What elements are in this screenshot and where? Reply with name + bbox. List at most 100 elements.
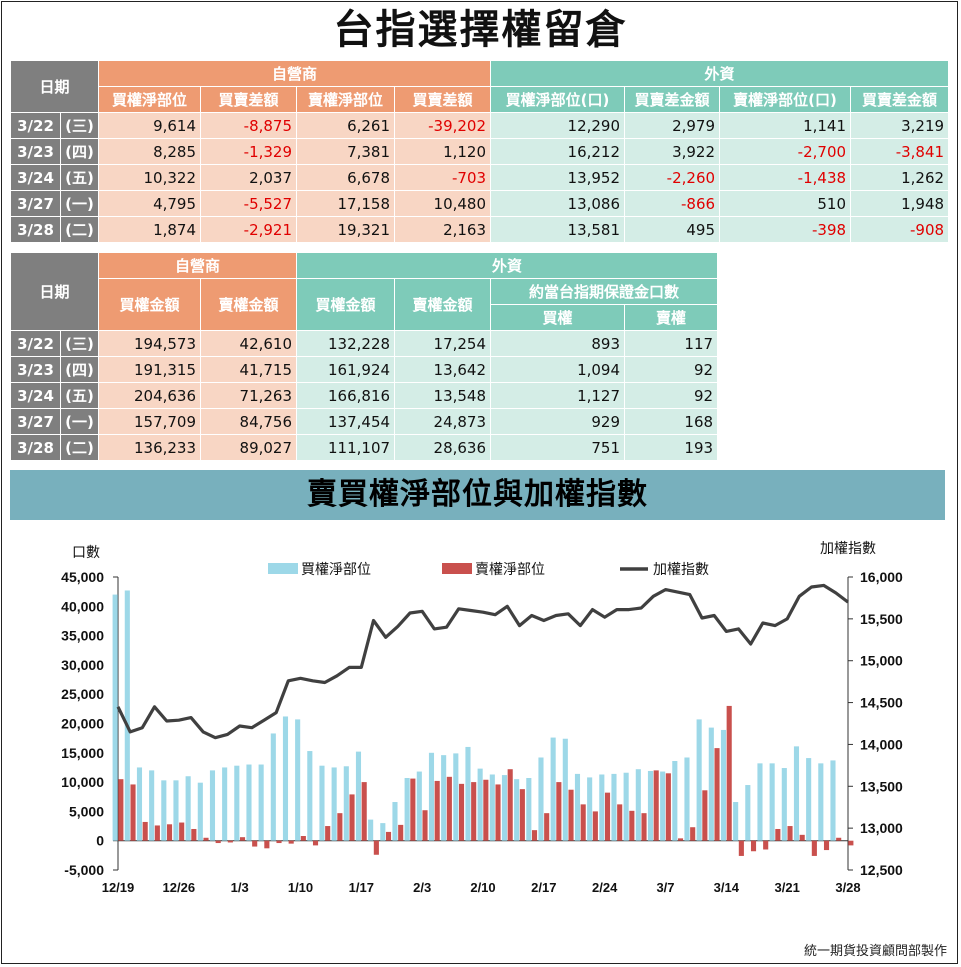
table-cell: 1,120 bbox=[394, 138, 492, 165]
row-weekday: (一) bbox=[59, 408, 100, 435]
put-net-bar bbox=[373, 840, 379, 855]
table-row: 3/28 (二) 136,233 89,027 111,107 28,636 751 193 bbox=[10, 434, 719, 461]
table-cell: 2,979 bbox=[624, 112, 721, 139]
put-net-bar bbox=[300, 836, 306, 841]
right-tick-label: 13,500 bbox=[860, 778, 903, 794]
put-net-bar bbox=[677, 838, 684, 841]
table-cell: 92 bbox=[624, 356, 719, 383]
call-net-bar bbox=[769, 763, 775, 841]
table-cell: 3,922 bbox=[624, 138, 721, 165]
table-cell: 9,614 bbox=[98, 112, 202, 139]
table-cell: 6,678 bbox=[296, 164, 396, 191]
left-tick-label: 30,000 bbox=[61, 657, 104, 673]
row-date: 3/24 bbox=[10, 164, 61, 191]
put-net-bar bbox=[592, 811, 598, 841]
table-cell: 13,642 bbox=[394, 356, 492, 383]
left-tick-label: -5,000 bbox=[64, 862, 104, 878]
call-net-bar bbox=[781, 768, 787, 841]
put-net-bar bbox=[653, 770, 659, 841]
table-cell: 893 bbox=[490, 330, 626, 357]
table-cell: 1,262 bbox=[850, 164, 950, 191]
col-header: 賣權淨部位(口) bbox=[719, 86, 852, 113]
right-tick-label: 16,000 bbox=[860, 569, 903, 585]
x-tick-label: 2/24 bbox=[592, 880, 618, 895]
table-cell: 168 bbox=[624, 408, 719, 435]
open-interest-table: 日期 自營商 外資 買權淨部位 買賣差額 賣權淨部位 買賣差額 買權淨部位(口) 買賣差金… bbox=[9, 60, 950, 243]
call-net-bar bbox=[355, 751, 362, 841]
put-net-bar bbox=[337, 813, 343, 841]
table-cell: 24,873 bbox=[394, 408, 492, 435]
table-cell: 193 bbox=[624, 434, 719, 461]
left-tick-label: 25,000 bbox=[61, 686, 104, 702]
row-weekday: (一) bbox=[59, 190, 100, 217]
call-net-bar bbox=[112, 594, 118, 841]
table-row: 3/23 (四) 191,315 41,715 161,924 13,642 1,094 92 bbox=[10, 356, 719, 383]
call-net-bar bbox=[745, 785, 751, 841]
position-index-chart: 45,000 40,000 35,000 30,000 25,000 20,000 15,0… bbox=[61, 540, 903, 895]
put-net-bar bbox=[568, 789, 574, 841]
table-cell: 1,874 bbox=[98, 216, 202, 243]
call-net-bar bbox=[197, 782, 203, 841]
row-date: 3/28 bbox=[10, 216, 61, 243]
put-net-bar bbox=[483, 779, 489, 841]
table-cell: 41,715 bbox=[200, 356, 298, 383]
put-net-bar bbox=[385, 831, 392, 841]
call-net-bar bbox=[392, 802, 398, 841]
put-net-bar bbox=[556, 782, 562, 841]
call-net-bar bbox=[696, 719, 702, 841]
put-net-bar bbox=[495, 784, 501, 841]
x-tick-label: 2/17 bbox=[531, 880, 556, 895]
table-cell: 2,163 bbox=[394, 216, 492, 243]
col-header: 賣權金額 bbox=[394, 278, 492, 331]
legend-label: 加權指數 bbox=[653, 561, 709, 577]
call-net-bar bbox=[307, 751, 313, 841]
x-tick-label: 12/19 bbox=[102, 880, 135, 895]
right-tick-label: 13,000 bbox=[860, 820, 903, 836]
table-cell: 117 bbox=[624, 330, 719, 357]
call-net-bar bbox=[672, 761, 678, 841]
proprietary-group-header: 自營商 bbox=[98, 252, 298, 279]
date-header: 日期 bbox=[9, 60, 100, 113]
put-net-bar bbox=[848, 840, 854, 846]
row-weekday: (三) bbox=[59, 330, 100, 357]
table-cell: 13,952 bbox=[490, 164, 626, 191]
table-cell: 929 bbox=[490, 408, 626, 435]
right-tick-label: 15,000 bbox=[860, 653, 903, 669]
right-tick-label: 12,500 bbox=[860, 862, 903, 878]
call-net-bar bbox=[282, 716, 289, 841]
table-cell: -2,921 bbox=[200, 216, 298, 243]
put-net-bar bbox=[325, 826, 331, 841]
put-net-bar bbox=[434, 780, 440, 841]
call-net-bar bbox=[149, 770, 155, 841]
put-net-bar bbox=[580, 804, 586, 841]
table-cell: -2,700 bbox=[719, 138, 852, 165]
row-date: 3/24 bbox=[10, 382, 61, 409]
call-net-bar bbox=[550, 737, 556, 841]
table-cell: 1,094 bbox=[490, 356, 626, 383]
table-cell: -866 bbox=[624, 190, 721, 217]
row-date: 3/23 bbox=[10, 356, 61, 383]
put-net-bar bbox=[179, 822, 185, 841]
amount-table: 日期 自營商 外資 買權金額 賣權金額 買權金額 賣權金額 約當台指期保證金口數… bbox=[9, 252, 719, 461]
table-cell: 10,480 bbox=[394, 190, 492, 217]
call-net-bar bbox=[587, 777, 593, 841]
call-net-bar bbox=[343, 766, 349, 841]
put-net-bar bbox=[446, 776, 452, 841]
put-net-bar bbox=[458, 783, 465, 841]
call-net-bar bbox=[611, 773, 617, 841]
call-net-bar bbox=[623, 772, 629, 841]
table-cell: 7,381 bbox=[296, 138, 396, 165]
call-net-bar bbox=[757, 763, 763, 841]
put-net-bar bbox=[288, 840, 294, 844]
row-weekday: (三) bbox=[59, 112, 100, 139]
put-net-bar bbox=[811, 840, 817, 856]
table-cell: -5,527 bbox=[200, 190, 298, 217]
table-row: 3/24 (五) 204,636 71,263 166,816 13,548 1,127 92 bbox=[10, 382, 719, 409]
table-cell: 157,709 bbox=[98, 408, 202, 435]
margin-header: 約當台指期保證金口數 bbox=[490, 278, 719, 305]
put-net-bar bbox=[410, 778, 416, 841]
table-cell: -8,875 bbox=[200, 112, 298, 139]
call-net-bar bbox=[465, 746, 471, 841]
table-cell: 132,228 bbox=[296, 330, 396, 357]
